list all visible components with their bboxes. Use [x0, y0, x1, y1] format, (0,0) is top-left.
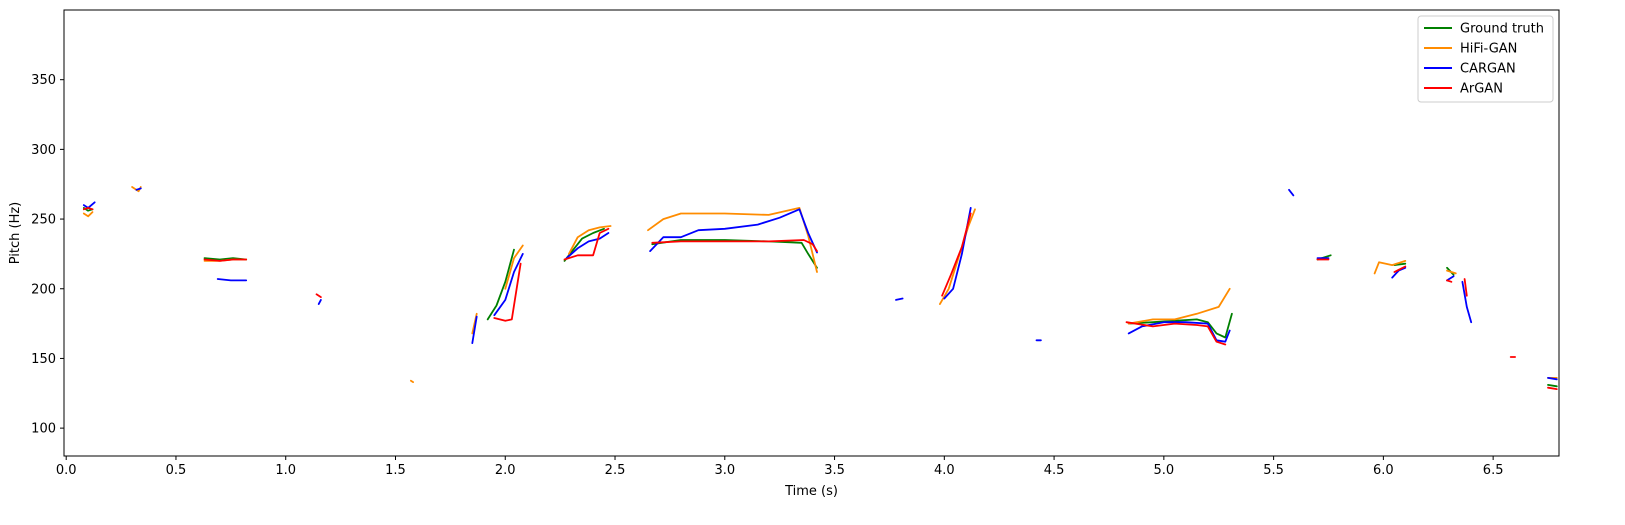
series-line-segment [1547, 376, 1558, 381]
series-line-segment [1288, 188, 1295, 197]
series-line-segment [568, 225, 612, 255]
series-line-segment [563, 227, 610, 261]
series-line-segment [1547, 383, 1558, 388]
legend-box [1417, 15, 1554, 103]
series-cargan [82, 187, 1558, 381]
legend-label: HiFi-GAN [1460, 42, 1517, 57]
series-argan [82, 206, 1558, 391]
series-line-segment [565, 232, 610, 260]
y-tick-label: 150 [31, 352, 56, 367]
legend-label: ArGAN [1460, 82, 1503, 97]
series-line-segment [1547, 386, 1558, 391]
x-tick-label: 2.5 [605, 463, 626, 478]
plot-frame [63, 9, 1560, 457]
series-line-segment [317, 298, 322, 306]
series-line-segment [82, 201, 96, 209]
series-line-segment [1446, 279, 1453, 283]
series-line-segment [1461, 280, 1473, 324]
x-tick-label: 1.0 [275, 463, 296, 478]
x-tick-label: 2.0 [495, 463, 516, 478]
series-line-segment [493, 252, 524, 317]
y-tick-label: 250 [31, 213, 56, 228]
x-tick-label: 1.5 [385, 463, 406, 478]
series-line-segment [1125, 321, 1227, 346]
series-line-segment [563, 227, 605, 262]
x-tick-label: 4.5 [1044, 463, 1065, 478]
series-line-segment [1373, 259, 1407, 275]
series-ground-truth [82, 206, 1558, 388]
y-tick-label: 100 [31, 422, 56, 437]
legend-label: Ground truth [1460, 22, 1544, 37]
series-line-segment [1127, 287, 1231, 325]
series-line-segment [1446, 275, 1455, 282]
series-line-segment [651, 239, 818, 269]
x-tick-label: 4.0 [934, 463, 955, 478]
x-tick-label: 0.5 [166, 463, 187, 478]
series-line-segment [493, 262, 522, 322]
x-tick-label: 6.0 [1373, 463, 1394, 478]
series-line-segment [1127, 312, 1233, 339]
series-line-segment [1393, 262, 1407, 267]
series-line-segment [1463, 278, 1468, 297]
series-line-segment [486, 248, 515, 321]
series-line-segment [649, 208, 818, 254]
x-tick-label: 6.5 [1483, 463, 1504, 478]
x-axis: 0.0 0.5 1.0 1.5 2.0 2.5 3.0 3.5 4.0 4.5 5.0 5.5 6.0 6… [56, 456, 1504, 478]
x-axis-label: Time (s) [784, 484, 838, 499]
series-line-segment [941, 212, 972, 297]
series-line-segment [1393, 265, 1407, 273]
series-line-segment [135, 187, 142, 191]
legend-label: CARGAN [1460, 62, 1516, 77]
x-tick-label: 3.0 [714, 463, 735, 478]
x-tick-label: 0.0 [56, 463, 77, 478]
series-hifi-gan [82, 186, 1558, 384]
series-line-segment [315, 293, 322, 299]
series-line-segment [409, 379, 415, 384]
series-line-segment [895, 297, 904, 301]
series-line-segment [504, 244, 524, 290]
series-line-segment [651, 239, 818, 253]
y-axis-label: Pitch (Hz) [8, 202, 23, 265]
series-line-segment [216, 278, 248, 282]
x-tick-label: 3.5 [824, 463, 845, 478]
legend: Ground truth HiFi-GAN CARGAN ArGAN [1417, 15, 1554, 103]
y-tick-label: 200 [31, 282, 56, 297]
series-line-segment [1446, 269, 1457, 275]
series-line-segment [203, 258, 248, 262]
series-line-segment [82, 211, 94, 218]
y-axis: 100 150 200 250 300 350 [31, 73, 64, 437]
y-tick-label: 300 [31, 143, 56, 158]
series-line-segment [471, 315, 478, 345]
x-tick-label: 5.5 [1263, 463, 1284, 478]
plot-area [82, 186, 1558, 391]
series-line-segment [943, 206, 972, 300]
y-tick-label: 350 [31, 73, 56, 88]
series-line-segment [82, 206, 94, 211]
x-tick-label: 5.0 [1154, 463, 1175, 478]
